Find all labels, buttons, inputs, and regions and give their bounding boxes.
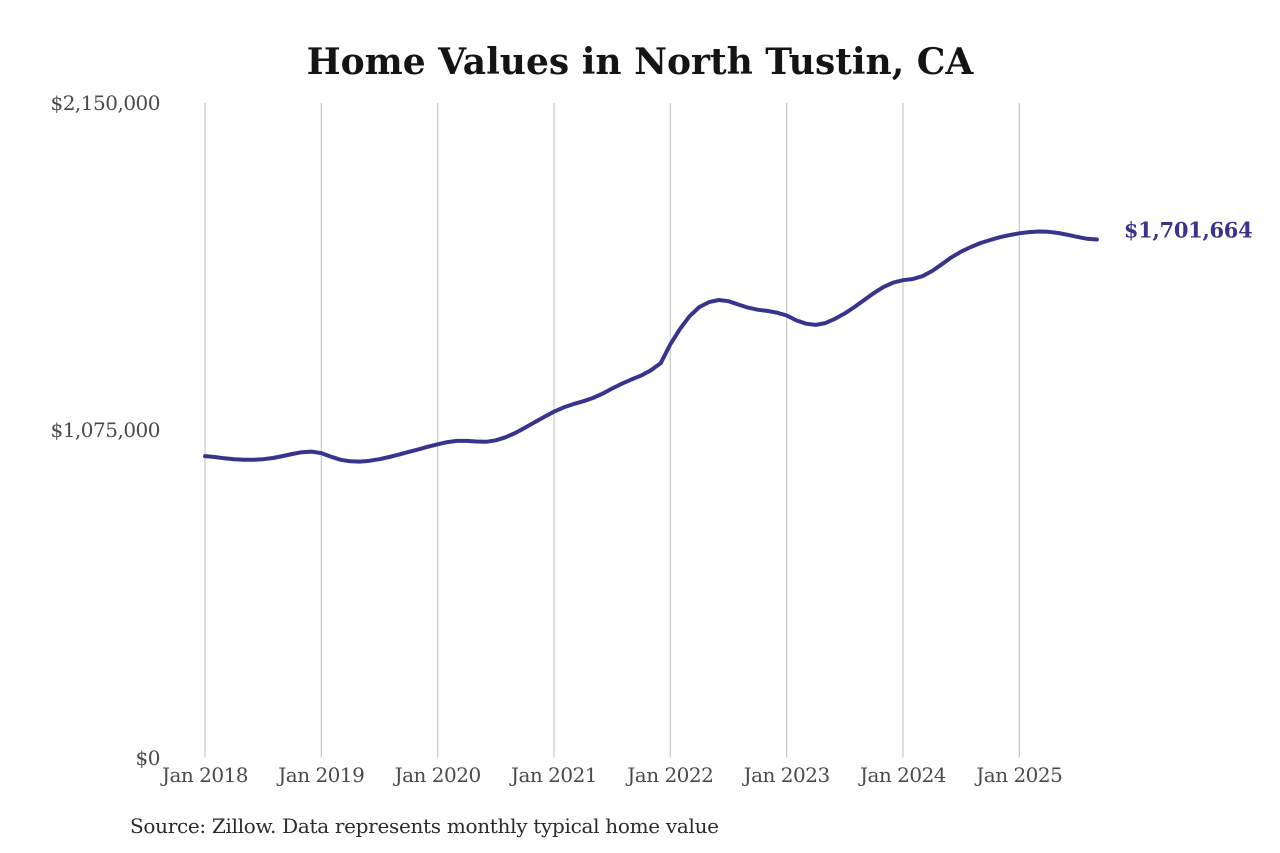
y-axis-tick-label: $2,150,000 [50,91,160,115]
x-axis-tick-label: Jan 2023 [743,763,831,787]
x-axis-tick-label: Jan 2020 [394,763,482,787]
y-axis-tick-label: $0 [135,745,161,770]
home-value-line [203,229,1099,464]
source-note: Source: Zillow. Data represents monthly … [130,814,719,838]
x-axis-tick-label: Jan 2022 [627,763,714,787]
x-axis-tick-label: Jan 2019 [278,763,365,787]
x-axis-tick-label: Jan 2025 [976,763,1063,787]
x-axis-tick-label: Jan 2024 [859,763,947,787]
chart-title: Home Values in North Tustin, CA [306,41,974,83]
x-axis-tick-label: Jan 2018 [161,763,249,787]
y-axis-tick-label: $1,075,000 [50,418,160,443]
x-axis-tick-label: Jan 2021 [510,763,598,787]
latest-value-label: $1,701,664 [1123,217,1253,243]
